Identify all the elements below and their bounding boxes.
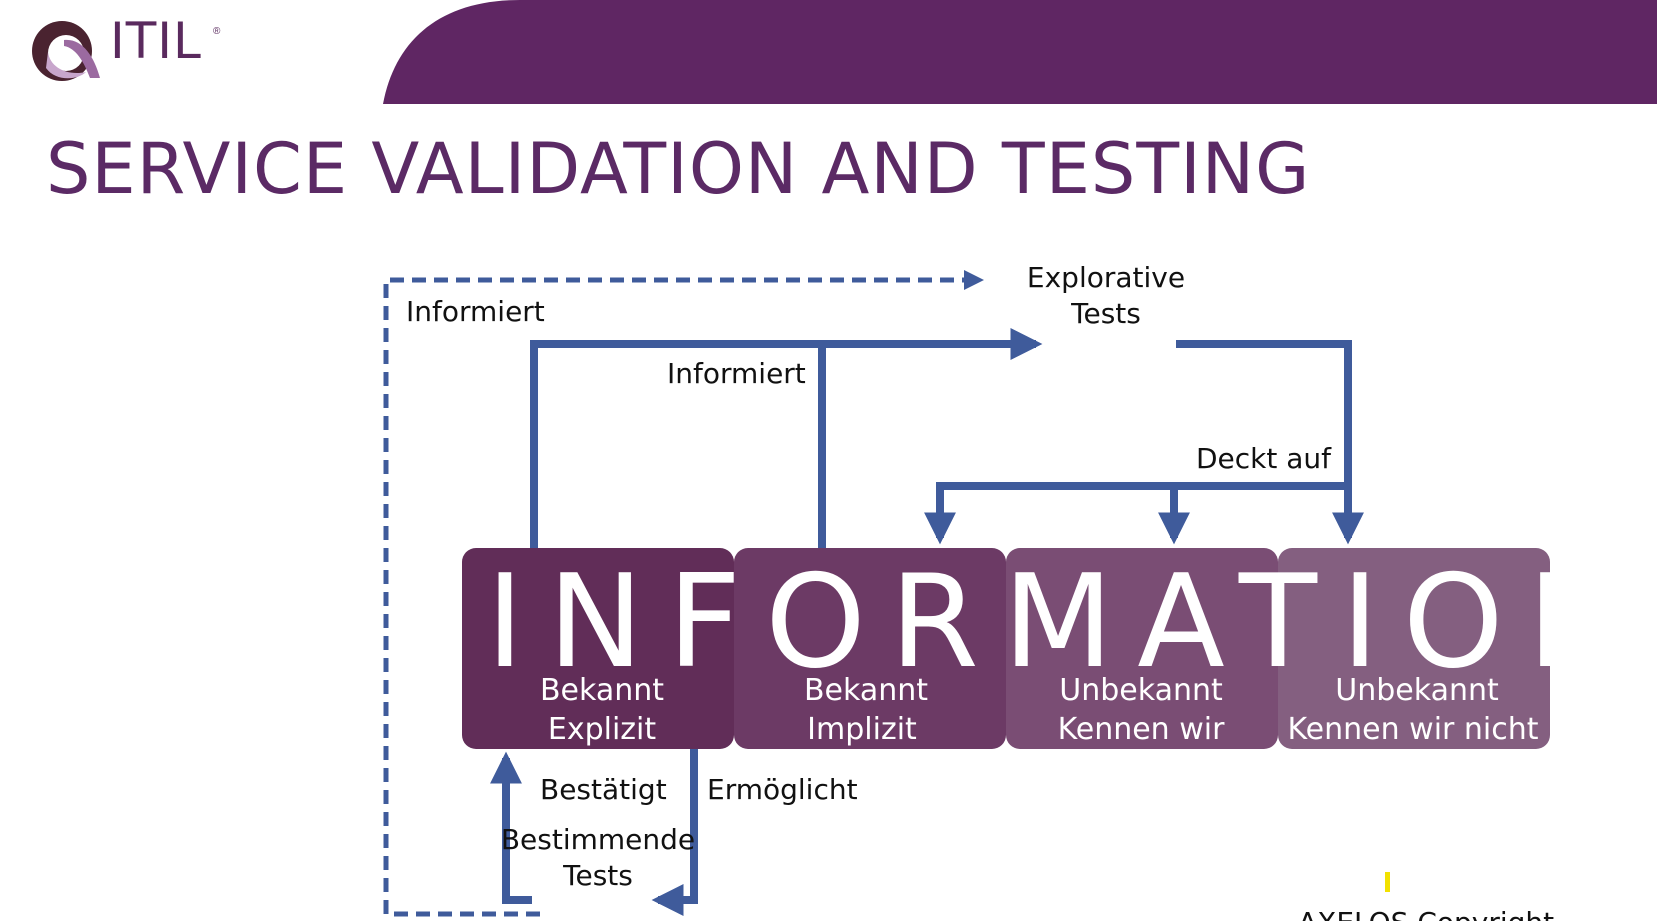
box1-line2: Explizit	[548, 712, 657, 747]
box3-line2: Kennen wir	[1058, 712, 1226, 747]
box3-line1: Unbekannt	[1059, 673, 1223, 708]
box4-line2: Kennen wir nicht	[1287, 712, 1538, 747]
ermoeglicht-label: Ermöglicht	[707, 773, 858, 806]
deckt-auf-label: Deckt auf	[1196, 442, 1332, 475]
informiert-inner-label: Informiert	[667, 357, 806, 390]
box2-line1: Bekannt	[804, 673, 928, 708]
axelos-copyright-partial: AXELOS Copyright	[1298, 906, 1554, 921]
box-unbekannt-kennen-wir	[1006, 548, 1278, 749]
bestimmende-tests-line1: Bestimmende	[501, 823, 695, 856]
box-bekannt-implizit	[734, 548, 1006, 749]
registered-mark: ®	[213, 26, 221, 37]
box2-line2: Implizit	[807, 712, 917, 747]
ermoeglicht-arrow	[651, 749, 698, 916]
box1-line1: Bekannt	[540, 673, 664, 708]
explorative-tests-line2: Tests	[1070, 297, 1141, 330]
box-unbekannt-kennen-wir-nicht	[1278, 548, 1550, 749]
bestimmende-tests-line2: Tests	[562, 859, 633, 892]
explorative-to-unbekannt-arrow	[1176, 340, 1364, 545]
bestaetigt-label: Bestätigt	[540, 773, 667, 806]
itil-logo-text: ITIL	[110, 12, 202, 70]
information-word: INFORMATION	[486, 548, 1647, 697]
box4-line1: Unbekannt	[1335, 673, 1499, 708]
itil-logo	[28, 16, 228, 86]
cursor-mark	[1385, 872, 1390, 892]
page-title: SERVICE VALIDATION AND TESTING	[46, 128, 1311, 210]
itil-logo-mark-icon	[32, 21, 100, 81]
header-band	[383, 0, 1657, 104]
dashed-informiert-arrow	[383, 270, 984, 917]
explorative-tests-line1: Explorative	[1027, 261, 1185, 294]
informiert-arrow-explizit	[530, 328, 1043, 548]
bestaetigt-arrow	[490, 751, 532, 904]
box-bekannt-explizit	[462, 548, 734, 749]
informiert-outer-label: Informiert	[406, 295, 545, 328]
